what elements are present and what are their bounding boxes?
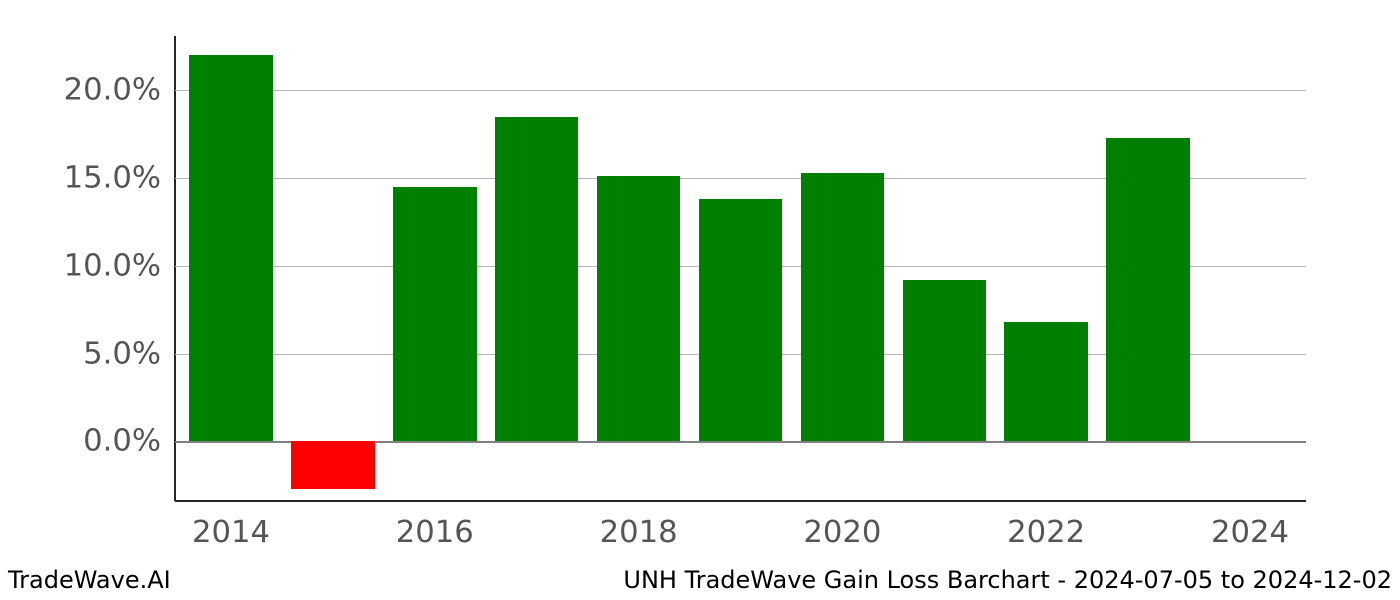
xtick-label: 2024 xyxy=(1211,515,1289,550)
bar xyxy=(393,187,477,441)
xtick-label: 2022 xyxy=(1007,515,1085,550)
bar xyxy=(801,173,885,441)
plot-area: 0.0%5.0%10.0%15.0%20.0%20142016201820202… xyxy=(175,36,1306,501)
xtick-label: 2020 xyxy=(803,515,881,550)
gain-loss-barchart: 0.0% 5.0% 10.0% 15.0% 20.0% 2014 2016 2018 2020 2… xyxy=(0,0,1400,600)
bar xyxy=(903,280,987,441)
ytick-label: 20.0% xyxy=(64,73,161,108)
bar xyxy=(189,55,273,441)
ytick-label: 5.0% xyxy=(83,336,161,371)
bar xyxy=(597,176,681,441)
bar xyxy=(1004,322,1088,441)
footer-brand: TradeWave.AI xyxy=(8,566,171,594)
gridline xyxy=(175,90,1306,91)
left-spine xyxy=(174,36,176,501)
ytick-label: 15.0% xyxy=(64,161,161,196)
ytick-label: 10.0% xyxy=(64,248,161,283)
xtick-label: 2018 xyxy=(600,515,678,550)
ytick-label: 0.0% xyxy=(83,424,161,459)
bar xyxy=(699,199,783,441)
bar xyxy=(1106,138,1190,442)
footer-caption: UNH TradeWave Gain Loss Barchart - 2024-… xyxy=(623,566,1392,594)
xtick-label: 2016 xyxy=(396,515,474,550)
xtick-label: 2014 xyxy=(192,515,270,550)
bar xyxy=(291,441,375,488)
bar xyxy=(495,117,579,442)
bottom-spine xyxy=(175,500,1306,502)
